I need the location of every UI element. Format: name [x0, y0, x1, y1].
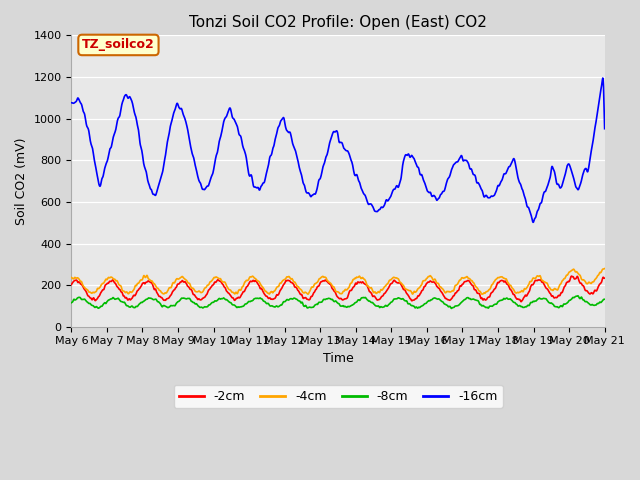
X-axis label: Time: Time: [323, 352, 353, 365]
Title: Tonzi Soil CO2 Profile: Open (East) CO2: Tonzi Soil CO2 Profile: Open (East) CO2: [189, 15, 487, 30]
Text: TZ_soilco2: TZ_soilco2: [82, 38, 155, 51]
Y-axis label: Soil CO2 (mV): Soil CO2 (mV): [15, 137, 28, 225]
Legend: -2cm, -4cm, -8cm, -16cm: -2cm, -4cm, -8cm, -16cm: [173, 385, 502, 408]
